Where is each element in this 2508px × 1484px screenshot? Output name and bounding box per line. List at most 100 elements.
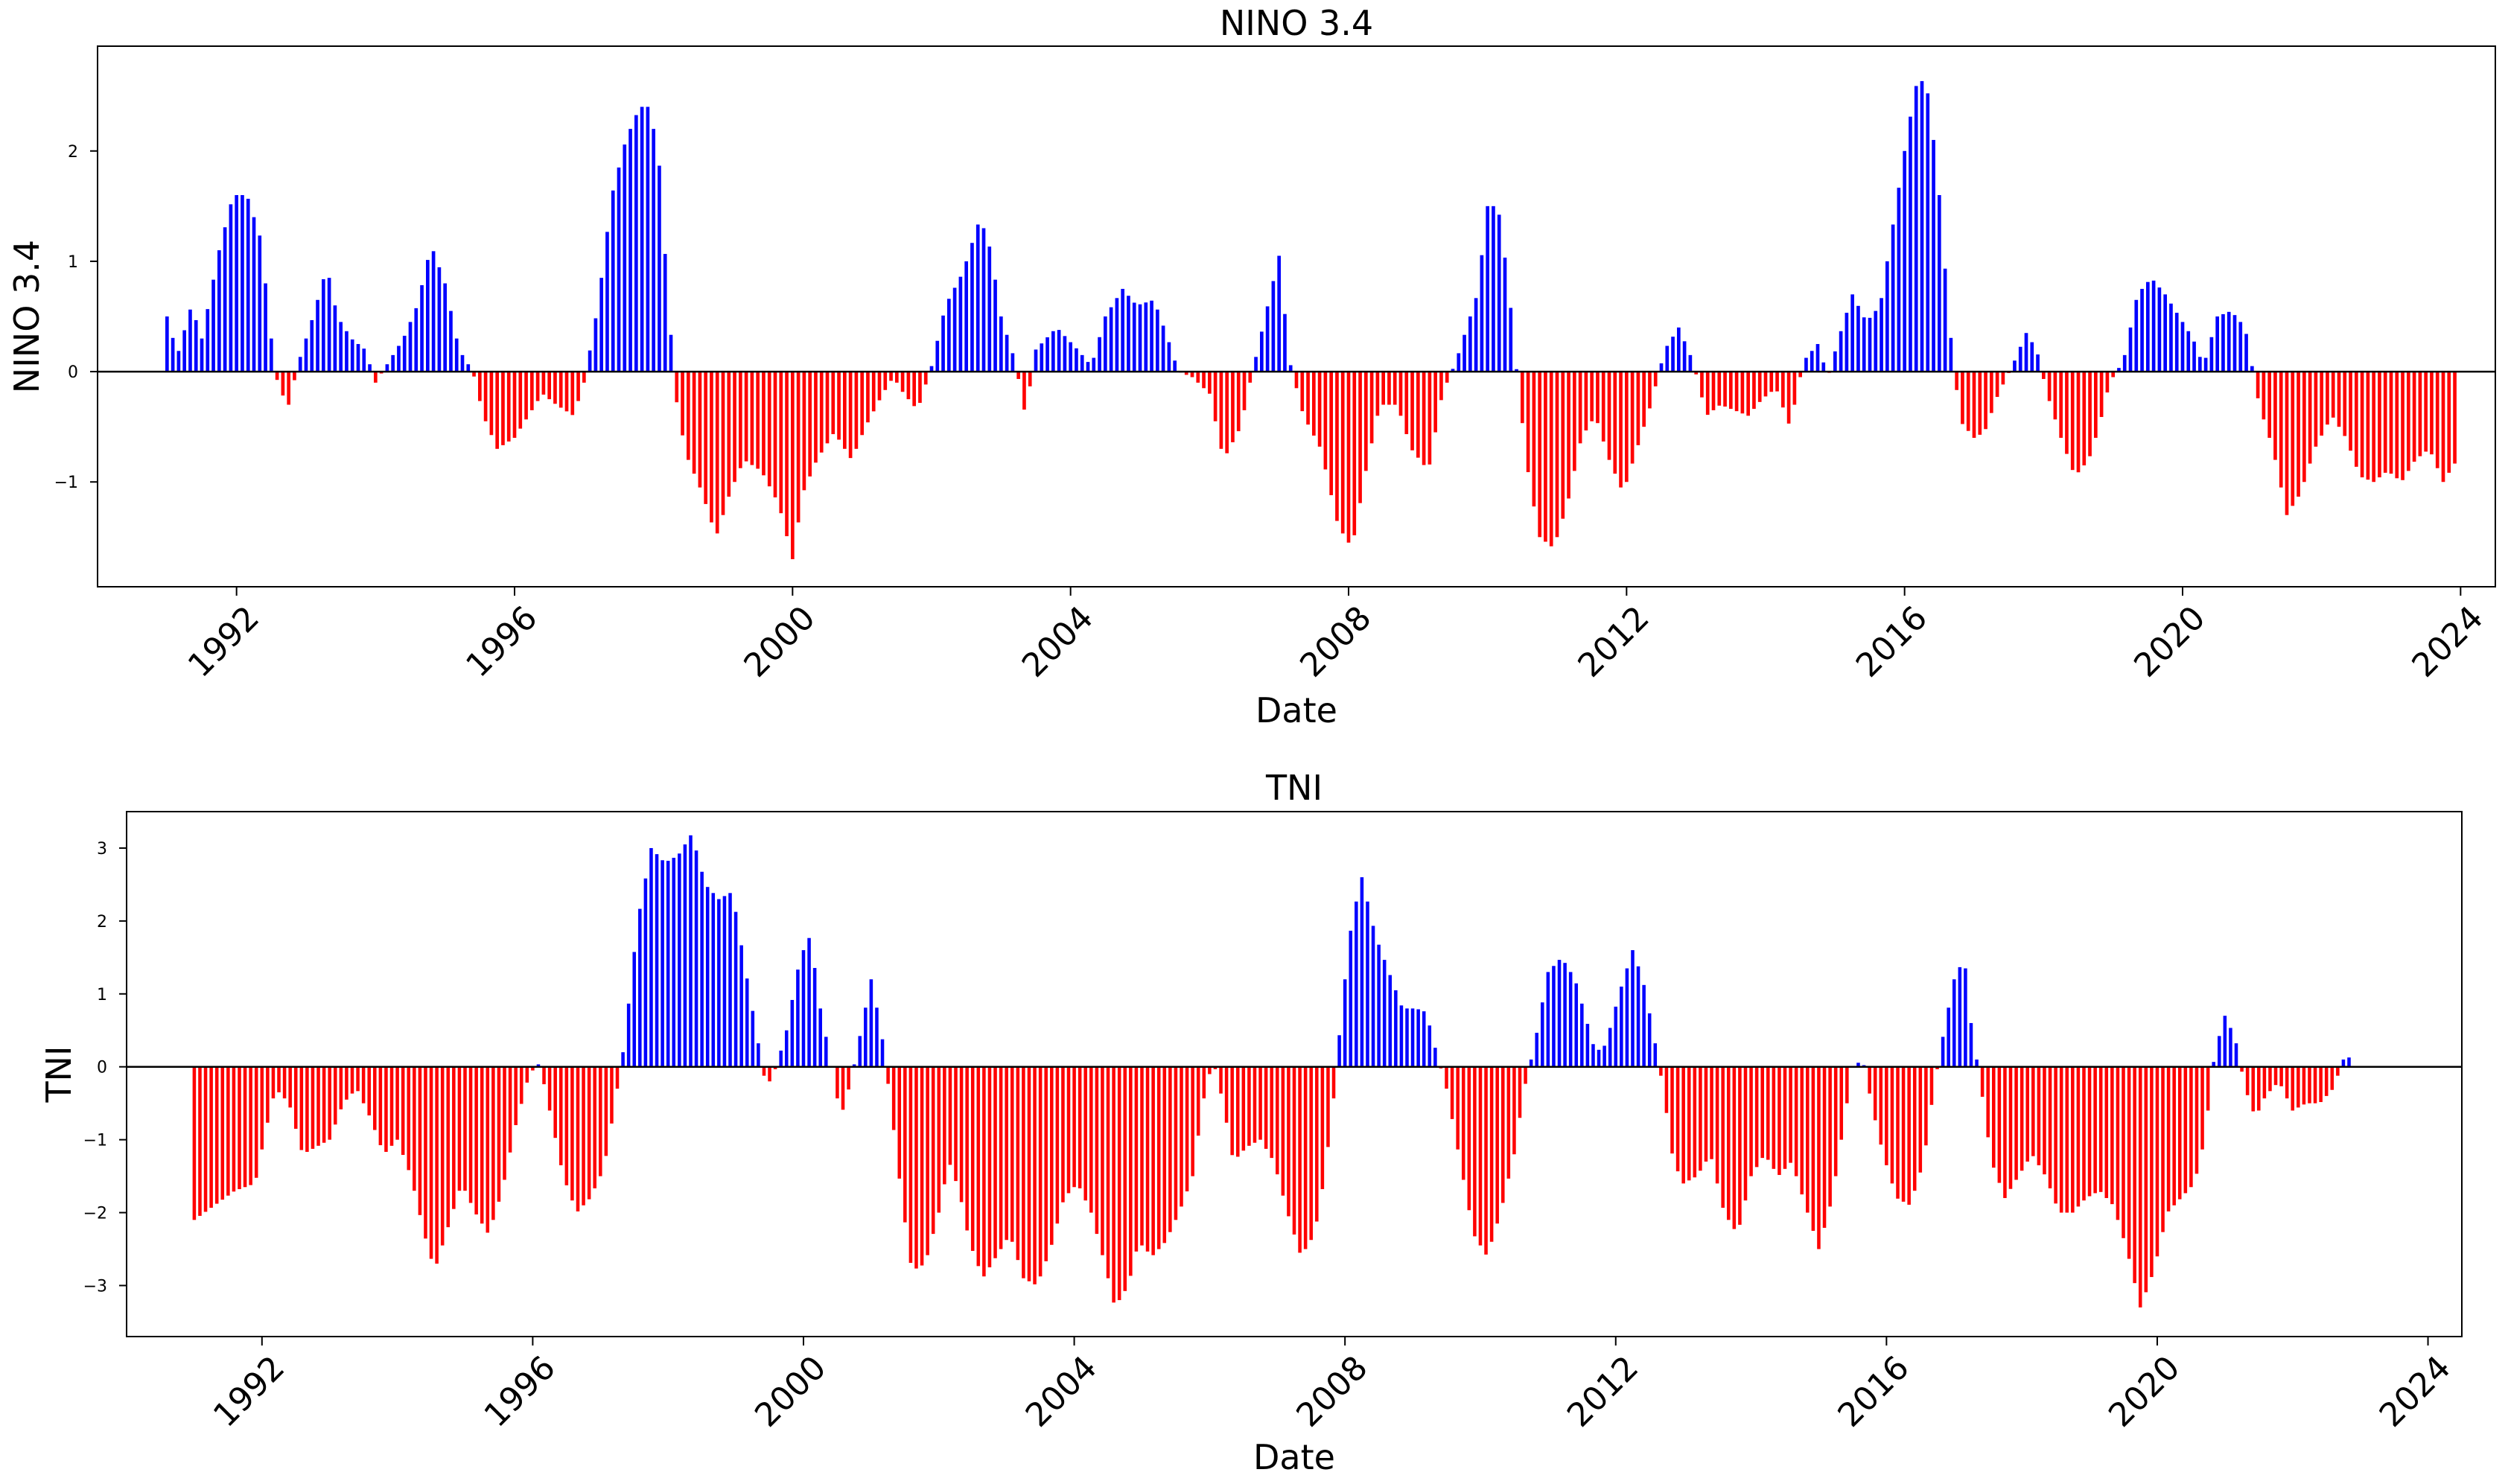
tni-bar: [1326, 1066, 1330, 1147]
tni-bar: [508, 1066, 512, 1153]
nino34-bar: [1115, 298, 1119, 372]
tni-bar: [1083, 1066, 1087, 1201]
nino34-bar: [750, 372, 754, 465]
nino34-bar: [617, 167, 621, 372]
nino34-bar: [182, 330, 186, 372]
nino34-bar: [356, 344, 360, 372]
tni-bar: [1095, 1066, 1099, 1235]
nino34-bar: [1109, 307, 1113, 372]
nino34-bar: [223, 227, 227, 372]
tni-bar: [2031, 1066, 2035, 1156]
nino34-bar: [1468, 316, 1472, 372]
tni-bar: [1749, 1066, 1753, 1176]
tni-bar: [2138, 1066, 2142, 1308]
tni-bar: [198, 1066, 202, 1216]
tni-bar: [880, 1039, 885, 1067]
tni-bar: [418, 1066, 422, 1215]
tni-bar: [1235, 1066, 1240, 1157]
nino34-bar: [1578, 372, 1582, 444]
nino34-bar: [553, 372, 557, 404]
nino34-bar: [767, 372, 771, 487]
nino34-bar: [1845, 313, 1849, 372]
tni-bar: [2268, 1066, 2272, 1092]
tni-bar: [1636, 966, 1640, 1067]
tni-bar: [299, 1066, 304, 1150]
nino34-bar: [1086, 362, 1090, 372]
tni-bar: [757, 1043, 760, 1067]
nino34-bar: [1856, 305, 1860, 372]
tni-bar: [345, 1066, 348, 1100]
nino34-bar: [889, 372, 893, 381]
nino34-bar: [564, 372, 569, 412]
nino34-bar: [1943, 268, 1947, 372]
tni-bar: [1134, 1066, 1139, 1252]
nino34-bar: [408, 322, 413, 372]
nino34-ylabel: NINO 3.4: [7, 240, 47, 393]
nino34-bar: [958, 276, 963, 372]
tni-bar: [943, 1066, 946, 1185]
tni-bar: [2054, 1066, 2057, 1204]
nino34-bar: [900, 372, 905, 392]
tni-bar: [1512, 1066, 1516, 1155]
nino34-bar: [1398, 372, 1403, 416]
tni-bar: [2008, 1066, 2013, 1189]
nino34-bar: [1521, 372, 1524, 424]
tni-bar: [711, 893, 716, 1067]
tni-bar: [733, 911, 738, 1067]
tni-bar: [491, 1066, 495, 1220]
tni-bar: [220, 1066, 225, 1200]
tni-bar: [1140, 1066, 1144, 1246]
tni-bar: [1428, 1025, 1432, 1067]
nino34-bar: [1463, 334, 1466, 372]
nino34-bar: [1590, 372, 1594, 421]
nino34-bar: [1010, 353, 1015, 372]
tni-bar: [407, 1066, 411, 1171]
tni-bar: [1010, 1066, 1014, 1242]
tni-ytick-label: 3: [97, 840, 107, 859]
tni-bar: [773, 1066, 777, 1069]
nino34-bar: [2227, 311, 2231, 372]
nino34-bar: [1329, 372, 1333, 496]
nino34-bar: [1422, 372, 1426, 465]
nino34-bar: [1630, 372, 1635, 464]
tni-xtick-label: 1996: [477, 1348, 563, 1434]
nino34-bar: [1897, 188, 1901, 372]
nino34-bar: [831, 372, 836, 435]
nino34-bar: [952, 287, 957, 372]
tni-bar: [570, 1066, 574, 1201]
tni-bar: [429, 1066, 433, 1259]
nino34-bar: [2053, 372, 2057, 420]
tni-bar: [1912, 1066, 1917, 1191]
tni-bar: [779, 1050, 783, 1067]
tni-axes-frame: [126, 811, 2463, 1337]
nino34-bar: [298, 357, 302, 372]
nino34-bar: [923, 372, 928, 385]
nino34-bar: [1045, 337, 1049, 372]
nino34-bar: [333, 305, 337, 372]
nino34-bar: [2378, 372, 2381, 478]
tni-bar: [1445, 1066, 1448, 1089]
nino34-bar: [1549, 372, 1553, 547]
tni-bar: [1704, 1066, 1708, 1162]
nino34-bar: [2094, 372, 2098, 438]
tni-bar: [1129, 1066, 1133, 1276]
tni-bar: [1642, 984, 1646, 1067]
nino34-ytick-label: 0: [68, 363, 78, 382]
nino34-bar: [2036, 354, 2040, 372]
nino34-bar: [1874, 311, 1878, 372]
nino34-bar: [211, 279, 215, 372]
nino34-bar: [570, 372, 575, 415]
nino34-bar: [466, 364, 471, 372]
nino34-bar: [2337, 372, 2341, 427]
nino34-bar: [1792, 372, 1797, 405]
tni-xtick-label: 2004: [1019, 1348, 1104, 1434]
nino34-bar: [2232, 315, 2237, 372]
nino34-bar: [1833, 351, 1837, 372]
nino34-bar: [1271, 281, 1276, 372]
tni-bar: [801, 950, 806, 1067]
tni-bar: [1101, 1066, 1104, 1255]
nino34-bar: [715, 372, 719, 534]
tni-bar: [593, 1066, 596, 1188]
nino34-bar: [2180, 322, 2185, 372]
tni-bar: [1986, 1066, 1990, 1138]
